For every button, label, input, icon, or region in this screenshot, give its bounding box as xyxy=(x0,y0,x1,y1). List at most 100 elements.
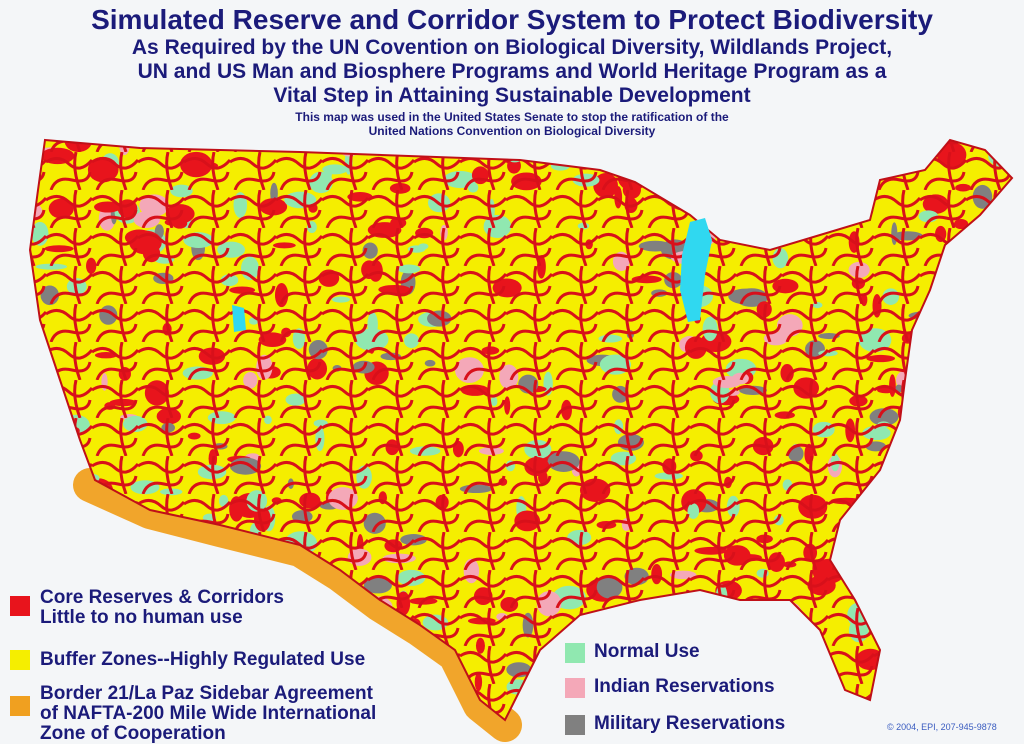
map-patch xyxy=(34,367,57,377)
map-patch xyxy=(913,446,944,458)
map-patch xyxy=(973,671,1004,693)
legend-swatch-border xyxy=(10,696,30,716)
map-patch xyxy=(393,657,419,682)
great-salt-lake xyxy=(232,305,246,332)
map-patch xyxy=(921,510,956,520)
map-patch xyxy=(547,674,554,700)
map-patch xyxy=(792,666,801,689)
map-patch xyxy=(950,268,980,278)
map-patch xyxy=(875,679,889,701)
map-patch xyxy=(59,580,74,587)
map-patch xyxy=(536,704,551,713)
map-patch xyxy=(697,195,724,212)
legend-border: Border 21/La Paz Sidebar Agreement of NAF… xyxy=(40,683,377,744)
map-patch xyxy=(973,551,992,564)
map-patch xyxy=(458,140,466,151)
copyright: © 2004, EPI, 207-945-9878 xyxy=(887,722,997,732)
map-patch xyxy=(974,266,995,283)
map-patch xyxy=(293,629,324,650)
map-patch xyxy=(851,144,868,161)
legend-core: Core Reserves & Corridors Little to no hu… xyxy=(40,587,284,628)
map-patch xyxy=(919,343,936,351)
map-patch xyxy=(875,607,885,615)
map-patch xyxy=(245,559,261,584)
map-patch xyxy=(991,565,1012,586)
map-patch xyxy=(675,170,682,188)
map-patch xyxy=(842,566,868,585)
legend-swatch-normal xyxy=(565,643,585,663)
map-patch xyxy=(909,465,919,475)
map-patch xyxy=(71,516,82,539)
map-patch xyxy=(995,395,1012,414)
map-patch xyxy=(1002,614,1012,634)
map-patch xyxy=(42,448,66,456)
map-patch xyxy=(39,419,59,437)
map-patch xyxy=(857,565,880,591)
legend-swatch-indian xyxy=(565,678,585,698)
map-patch xyxy=(883,469,906,476)
map-patch xyxy=(161,542,188,562)
map-patch xyxy=(160,574,173,582)
map-patch xyxy=(875,696,886,719)
map-patch xyxy=(968,269,1001,295)
map-patch xyxy=(48,452,59,471)
map-patch xyxy=(999,280,1008,303)
map-patch xyxy=(168,573,178,585)
legend-swatch-military xyxy=(565,715,585,735)
map-patch xyxy=(799,140,828,152)
map-patch xyxy=(79,524,113,537)
map-patch xyxy=(802,712,813,720)
map-patch xyxy=(925,545,960,563)
map-patch xyxy=(818,164,845,173)
map-patch xyxy=(235,561,258,587)
map-patch xyxy=(966,318,985,335)
legend-military: Military Reservations xyxy=(594,713,786,734)
map-patch xyxy=(928,695,954,706)
map-patch xyxy=(911,451,932,473)
map-patch xyxy=(969,600,1003,612)
map-patch xyxy=(737,626,768,651)
map-patch xyxy=(609,147,633,156)
map-patch xyxy=(30,440,56,464)
legend-swatch-core xyxy=(10,596,30,616)
map-patch xyxy=(30,575,44,590)
map-patch xyxy=(806,692,837,710)
map-patch xyxy=(990,377,1012,388)
map-patch xyxy=(884,609,901,632)
map-patch xyxy=(961,503,969,510)
legend-normal: Normal Use xyxy=(594,641,700,662)
map-patch xyxy=(736,188,765,210)
map-patch xyxy=(944,426,967,448)
map-patch xyxy=(898,554,907,568)
map-patch xyxy=(899,556,918,583)
map-patch xyxy=(929,393,960,408)
map-patch xyxy=(30,339,39,355)
map-patch xyxy=(693,602,709,619)
map-patch xyxy=(334,669,346,682)
map-subtitle: As Required by the UN Covention on Biolo… xyxy=(131,36,893,107)
map-patch xyxy=(1009,257,1012,273)
map-patch xyxy=(996,545,1012,559)
map-patch xyxy=(219,559,235,567)
map-title: Simulated Reserve and Corridor System to… xyxy=(91,4,933,35)
map-patch xyxy=(945,576,963,594)
map-patch xyxy=(132,561,163,569)
map-patch xyxy=(899,420,908,436)
map-patch xyxy=(955,320,982,338)
map-patch xyxy=(59,519,80,546)
map-patch xyxy=(673,150,700,165)
map-patch xyxy=(518,693,529,706)
map-note: This map was used in the United States S… xyxy=(295,110,729,138)
map-patch xyxy=(987,451,1001,475)
map-patch xyxy=(829,196,844,205)
map-patch xyxy=(783,698,807,714)
map-patch xyxy=(30,571,44,581)
map-patch xyxy=(945,607,973,619)
map-patch xyxy=(335,634,349,644)
map-patch xyxy=(790,211,802,234)
map-patch xyxy=(378,641,410,659)
legend-indian: Indian Reservations xyxy=(594,676,775,697)
map-patch xyxy=(45,532,80,545)
map-patch xyxy=(890,523,917,549)
